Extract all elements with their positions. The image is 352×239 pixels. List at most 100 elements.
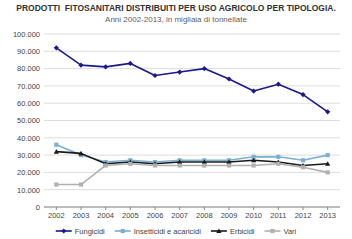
y-tick-label: 0 — [36, 203, 40, 212]
marker — [227, 163, 231, 167]
marker — [54, 149, 59, 154]
x-tick-label: 2011 — [270, 211, 286, 220]
marker — [178, 163, 182, 167]
y-tick-label: 20.000 — [17, 168, 40, 177]
legend-marker — [121, 229, 125, 233]
x-tick-label: 2004 — [97, 211, 114, 220]
marker — [202, 159, 207, 164]
x-tick — [155, 207, 156, 210]
marker — [326, 153, 330, 157]
marker — [301, 165, 305, 169]
grid-line — [44, 68, 340, 69]
marker — [54, 143, 58, 147]
marker — [78, 151, 83, 156]
marker — [153, 163, 157, 167]
legend-item: Insetticidi e acaricidi — [115, 227, 201, 236]
marker — [325, 161, 330, 166]
subtitle: Anni 2002-2013, in migliaia di tonnellat… — [105, 15, 247, 24]
legend-item: Erbicidi — [211, 227, 255, 236]
legend-item: Fungicidi — [56, 227, 105, 236]
x-tick — [253, 207, 254, 210]
legend-marker — [216, 228, 221, 233]
x-tick — [56, 207, 57, 210]
grid-line — [44, 155, 340, 156]
legend-label: Fungicidi — [75, 227, 105, 236]
grid-line — [44, 103, 340, 104]
marker — [326, 170, 330, 174]
grid-line — [44, 189, 340, 190]
marker — [276, 155, 280, 159]
y-tick-label: 50.000 — [17, 116, 40, 125]
series — [54, 162, 329, 187]
marker — [78, 63, 83, 68]
marker — [251, 88, 256, 93]
marker — [252, 163, 256, 167]
legend-marker — [61, 228, 66, 233]
x-tick-label: 2005 — [122, 211, 139, 220]
x-tick — [105, 207, 106, 210]
x-tick-label: 2008 — [196, 211, 213, 220]
x-tick — [303, 207, 304, 210]
x-tick — [204, 207, 205, 210]
x-tick-label: 2012 — [295, 211, 312, 220]
marker — [177, 159, 182, 164]
x-tick — [327, 207, 328, 210]
marker — [104, 163, 108, 167]
marker — [276, 162, 280, 166]
plot-area — [54, 45, 331, 186]
x-tick — [278, 207, 279, 210]
series — [54, 45, 331, 114]
y-tick-label: 80.000 — [17, 64, 40, 73]
y-tick-label: 60.000 — [17, 99, 40, 108]
x-tick — [81, 207, 82, 210]
x-tick-label: 2013 — [319, 211, 336, 220]
legend: Fungicidi Insetticidi e acaricidi Erbicidi… — [56, 227, 297, 236]
marker — [226, 159, 231, 164]
grid-line — [44, 85, 340, 86]
marker — [276, 82, 281, 87]
grid-line — [44, 34, 340, 35]
x-tick-label: 2006 — [147, 211, 164, 220]
legend-label: Insetticidi e acaricidi — [134, 227, 201, 236]
marker — [202, 163, 206, 167]
marker — [177, 69, 182, 74]
x-tick-label: 2003 — [73, 211, 90, 220]
x-tick — [130, 207, 131, 210]
legend-label: Vari — [283, 227, 296, 236]
y-tick-label: 70.000 — [17, 82, 40, 91]
chart: PRODOTTI FITOSANITARI DISTRIBUITI PER US… — [0, 0, 352, 239]
x-tick — [229, 207, 230, 210]
y-tick-label: 10.000 — [17, 186, 40, 195]
marker — [103, 64, 108, 69]
x-axis: 2002 2003 2004 2005 2006 2007 2008 2009 2010 2011… — [44, 207, 340, 220]
legend-label: Erbicidi — [230, 227, 255, 236]
legend-item: Vari — [264, 227, 296, 236]
marker — [300, 92, 305, 97]
title: PRODOTTI FITOSANITARI DISTRIBUITI PER US… — [16, 3, 336, 13]
x-tick — [179, 207, 180, 210]
marker — [202, 66, 207, 71]
y-tick-label: 90.000 — [17, 47, 40, 56]
line — [56, 48, 327, 112]
marker — [226, 76, 231, 81]
marker — [54, 182, 58, 186]
x-tick-label: 2010 — [245, 211, 262, 220]
x-tick-label: 2002 — [48, 211, 65, 220]
grid-line — [44, 137, 340, 138]
line — [56, 152, 327, 166]
legend-marker — [270, 229, 274, 233]
marker — [325, 109, 330, 114]
y-axis: 010.00020.00030.00040.00050.00060.00070.… — [13, 30, 340, 212]
grid-line — [44, 207, 340, 208]
marker — [152, 73, 157, 78]
x-tick-label: 2007 — [171, 211, 188, 220]
marker — [128, 162, 132, 166]
y-tick-label: 30.000 — [17, 151, 40, 160]
marker — [54, 45, 59, 50]
grid-line — [44, 51, 340, 52]
series — [54, 143, 329, 164]
x-tick-label: 2009 — [221, 211, 238, 220]
marker — [128, 61, 133, 66]
marker — [251, 158, 256, 163]
line — [56, 164, 327, 185]
